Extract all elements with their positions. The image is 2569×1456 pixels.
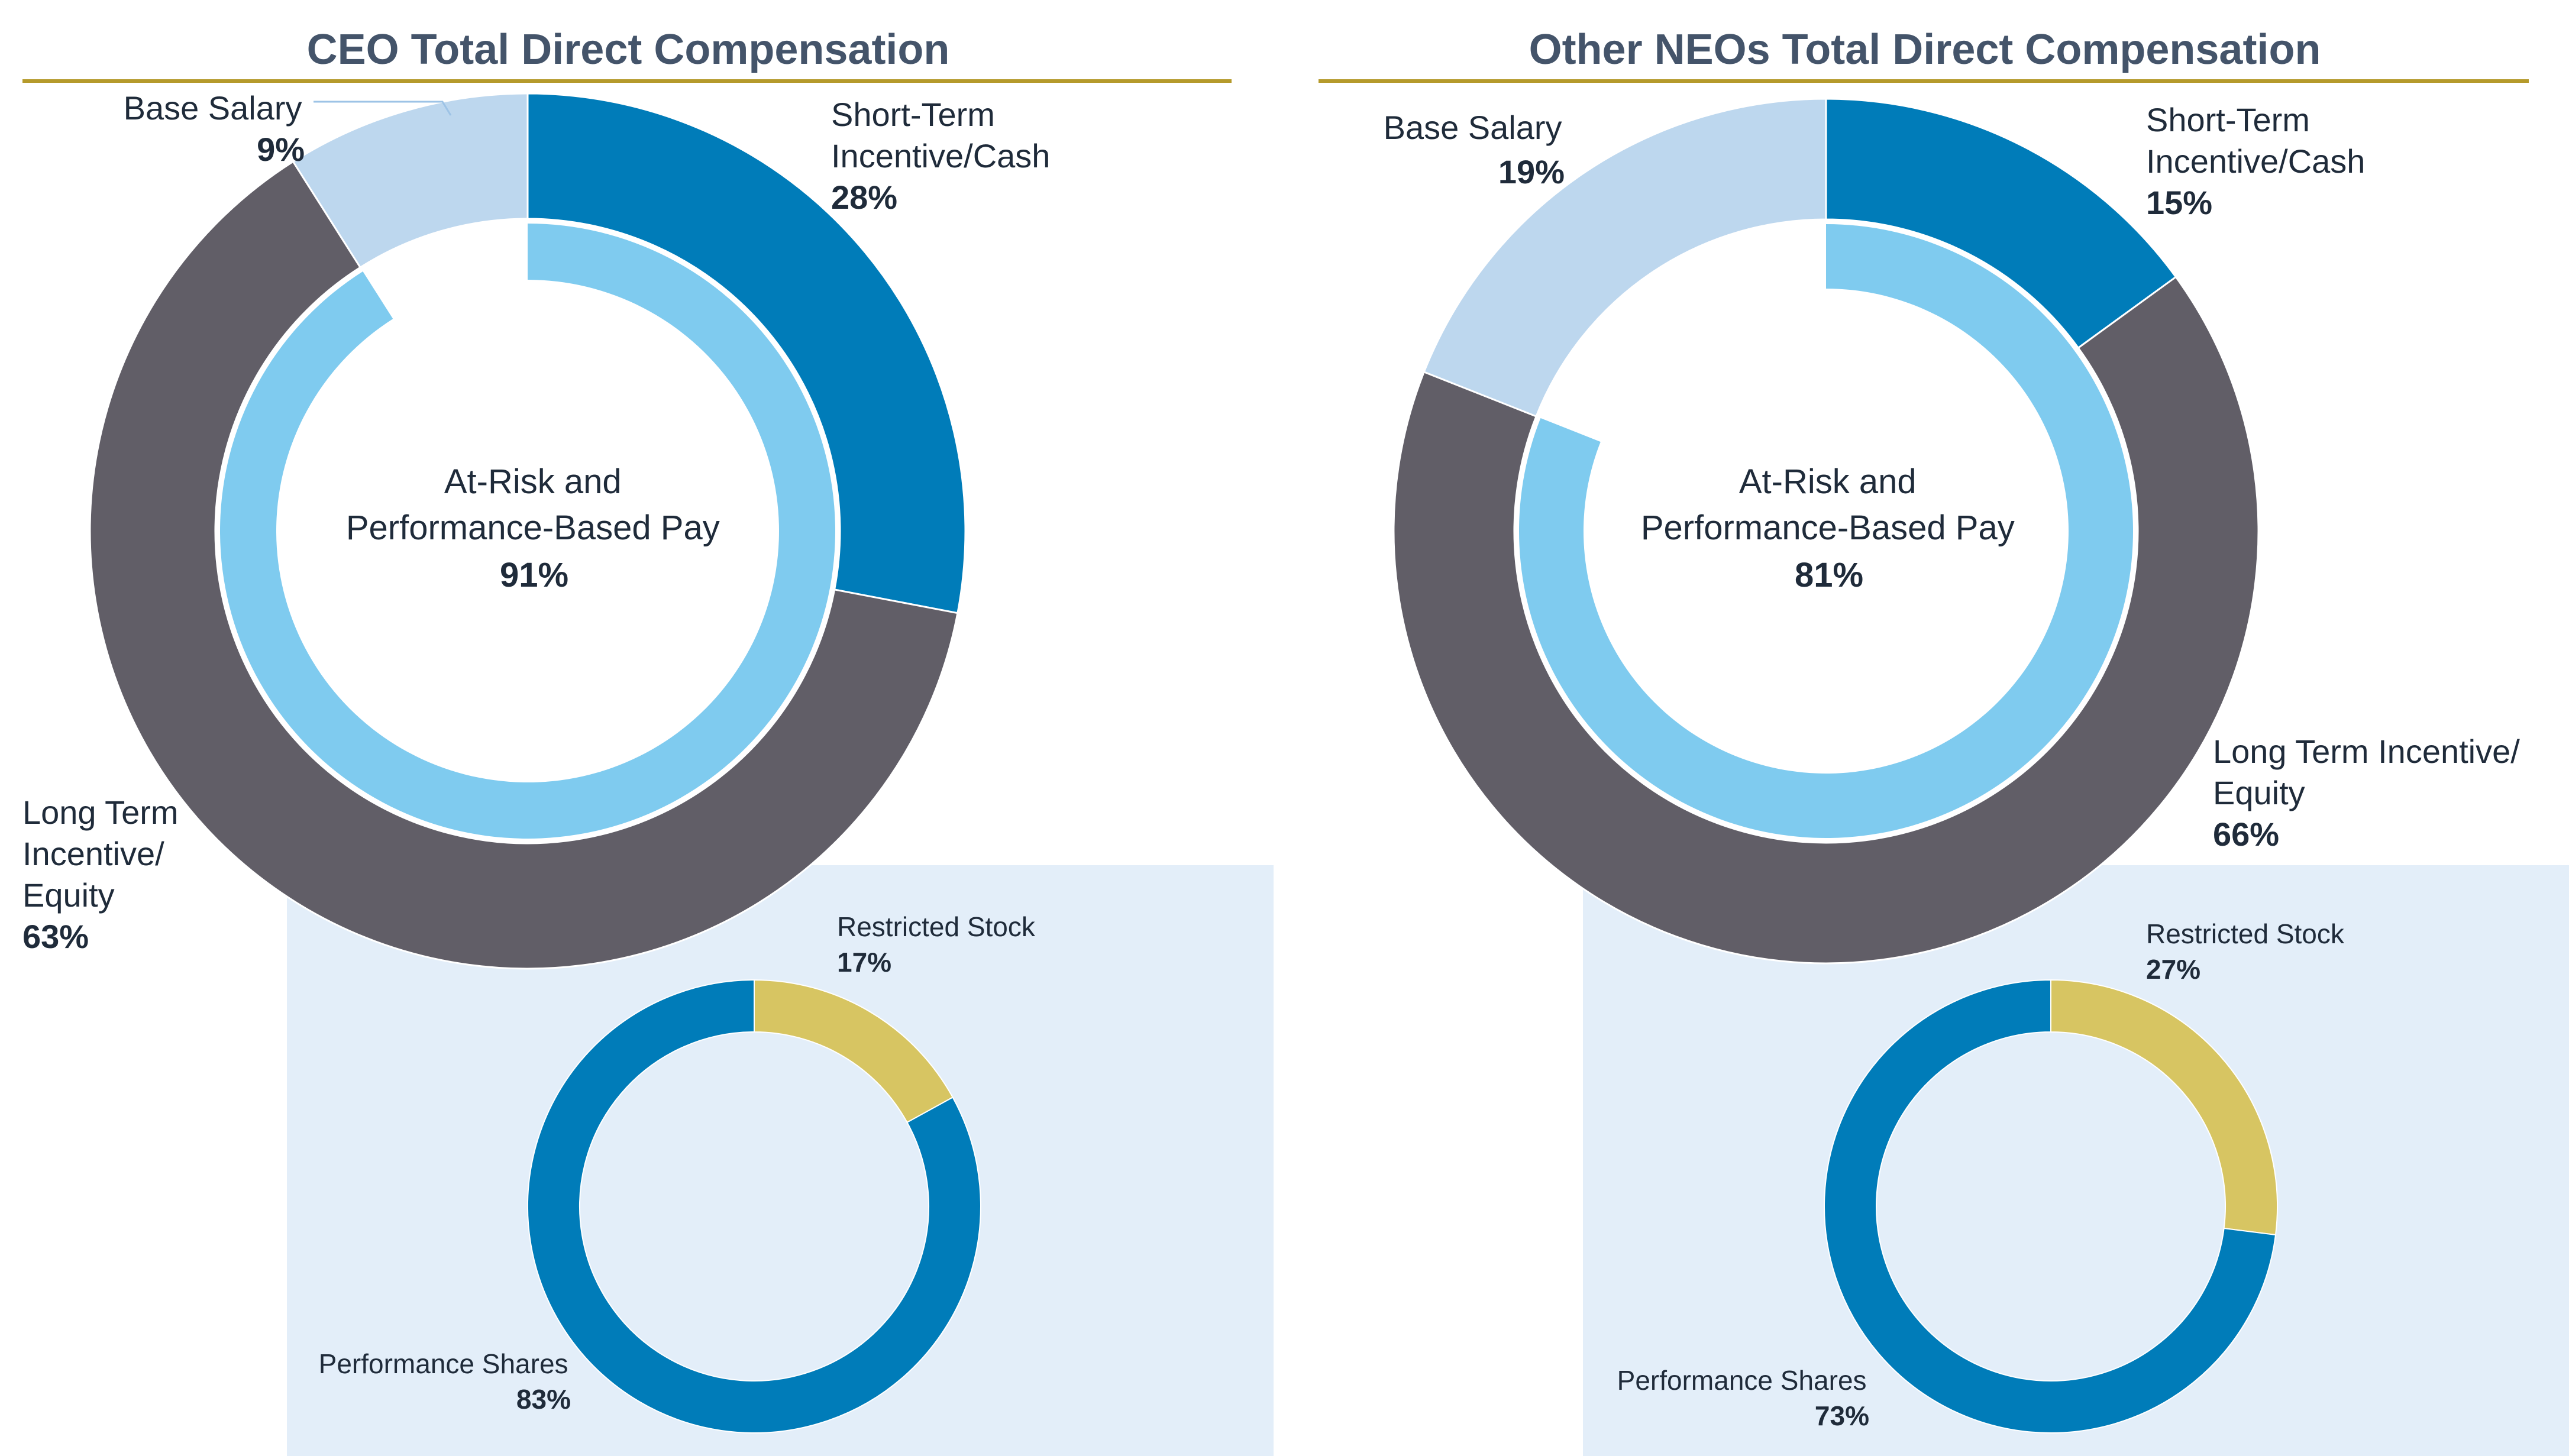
neo-chart-title: Other NEOs Total Direct Compensation <box>1529 26 2321 73</box>
ceo-base-salary-leader <box>314 101 452 116</box>
ceo-base-salary-slice <box>292 92 529 269</box>
neo-short-term-label: Short-Term Incentive/Cash 15% <box>2146 101 2368 221</box>
neo-restricted-stock-label: Restricted Stock 27% <box>2146 918 2347 985</box>
neo-center-label: At-Risk and Performance-Based Pay 81% <box>1641 462 2017 594</box>
neo-equity-donut <box>1824 979 2278 1434</box>
neo-short-term-slice <box>1825 98 2177 350</box>
ceo-equity-panel <box>287 865 1274 1456</box>
neo-outer-donut <box>1392 98 2260 965</box>
ceo-performance-shares-label: Performance Shares 83% <box>319 1348 571 1415</box>
ceo-long-term-slice <box>89 160 959 970</box>
ceo-chart-title: CEO Total Direct Compensation <box>307 26 950 73</box>
ceo-performance-shares-slice <box>527 979 981 1434</box>
neo-performance-shares-label: Performance Shares 73% <box>1617 1365 1869 1431</box>
neo-long-term-label: Long Term Incentive/ Equity 66% <box>2213 733 2522 853</box>
ceo-center-label: At-Risk and Performance-Based Pay 91% <box>346 462 722 594</box>
ceo-equity-donut <box>527 979 981 1434</box>
neo-performance-shares-slice <box>1824 979 2277 1434</box>
neo-restricted-stock-slice <box>2050 979 2278 1236</box>
ceo-outer-donut <box>89 92 967 970</box>
ceo-short-term-slice <box>526 92 967 614</box>
ceo-restricted-stock-label: Restricted Stock 17% <box>837 911 1038 978</box>
neo-long-term-slice <box>1392 276 2260 965</box>
neo-equity-panel <box>1583 865 2569 1456</box>
ceo-base-salary-label: Base Salary 9% <box>124 89 305 168</box>
ceo-long-term-label: Long Term Incentive/ Equity 63% <box>22 794 181 955</box>
neo-base-salary-label: Base Salary 19% <box>1384 109 1565 190</box>
neo-base-salary-slice <box>1423 98 1827 418</box>
ceo-short-term-label: Short-Term Incentive/Cash 28% <box>831 96 1053 216</box>
